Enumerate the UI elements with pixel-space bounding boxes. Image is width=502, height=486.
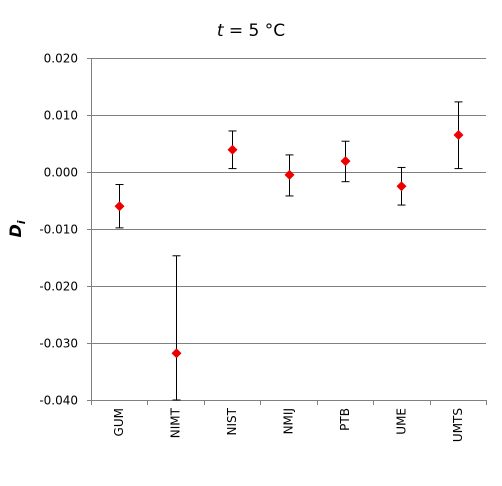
y-tick-label: -0.040 [39, 394, 78, 408]
y-tick-label: 0.010 [44, 109, 78, 123]
y-axis-label: Di [6, 220, 28, 237]
x-tick-label: UMTS [451, 408, 465, 442]
y-tick-label: 0.020 [44, 52, 78, 66]
x-tick-label: GUM [112, 408, 126, 436]
data-point-marker [171, 348, 182, 359]
y-tick-label: -0.020 [39, 280, 78, 294]
data-point-marker [340, 156, 351, 167]
x-tick-label: UME [394, 408, 408, 435]
plot-area: -0.040 -0.030 -0.020 -0.010 0.000 0.010 0.020 G… [39, 52, 487, 442]
chart-title-text: = 5 °C [224, 21, 286, 41]
data-point-marker [227, 144, 238, 155]
y-tick-label: -0.010 [39, 223, 78, 237]
data-point-marker [114, 201, 125, 212]
x-tick-label: NMIJ [282, 408, 296, 434]
chart-title-variable: t [217, 21, 225, 41]
data-point-marker [284, 169, 295, 180]
y-axis-label-main: D [6, 224, 25, 237]
x-tick-label: NIMT [169, 407, 183, 438]
data-point-marker [396, 181, 407, 192]
chart-title: t = 5 °C [217, 21, 285, 41]
y-tick-label: 0.000 [44, 166, 78, 180]
data-point-marker [453, 129, 464, 140]
y-tick-label: -0.030 [39, 337, 78, 351]
y-axis-label-sub: i [15, 220, 28, 224]
x-tick-label: NIST [225, 407, 239, 435]
x-tick-label: PTB [338, 408, 352, 431]
